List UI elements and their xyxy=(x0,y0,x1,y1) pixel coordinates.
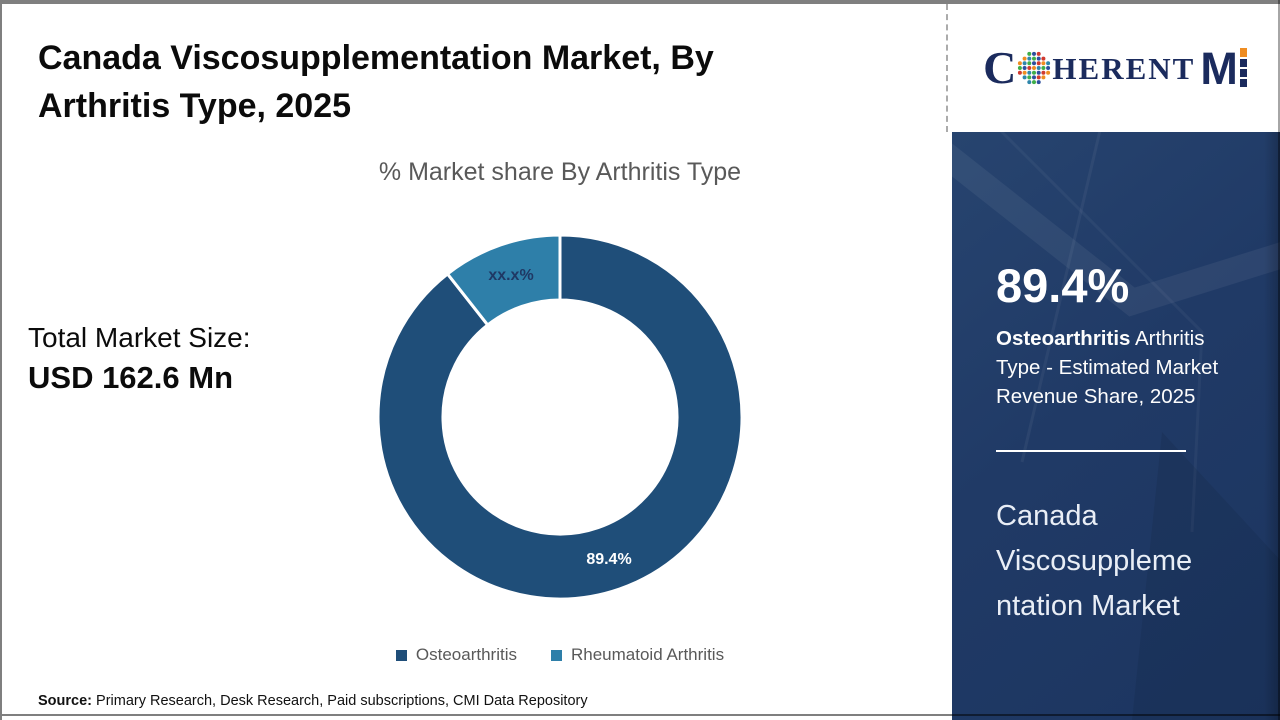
logo-letter-m: M xyxy=(1200,42,1237,94)
sidebar-market-name-line: Viscosuppleme xyxy=(996,545,1193,577)
source-note: Source: Primary Research, Desk Research,… xyxy=(38,693,588,709)
logo-letter-c: C xyxy=(983,42,1017,93)
map-texture xyxy=(952,132,1280,720)
sidebar-stat-segment: Osteoarthritis xyxy=(996,327,1131,350)
donut-slice-osteoarthritis xyxy=(376,233,744,601)
source-text: Primary Research, Desk Research, Paid su… xyxy=(92,693,588,709)
logo-letters-herent: HERENT xyxy=(1052,50,1196,86)
sidebar-stat-rest: Arthritis Type - Estimated Market Revenu… xyxy=(996,327,1219,408)
logo-letter-i-icon xyxy=(1239,48,1247,87)
highlight-sidebar: 89.4% Osteoarthritis Arthritis Type - Es… xyxy=(952,132,1280,720)
chart-title: % Market share By Arthritis Type xyxy=(378,158,742,186)
donut-slice-label: 89.4% xyxy=(586,551,631,568)
legend-item-osteoarthritis: Osteoarthritis xyxy=(395,645,517,665)
bottom-rule xyxy=(0,714,1280,716)
donut-chart-svg: 89.4% xx.x% xyxy=(376,233,744,601)
sidebar-market-name-line: Canada xyxy=(996,500,1098,532)
coherentmi-logo: C HERENT M xyxy=(983,45,1247,91)
donut-slice-rheumatoid-arthritis xyxy=(445,233,562,328)
sidebar-market-name-line: ntation Market xyxy=(996,590,1180,622)
sidebar-market-name: Canada Viscosuppleme ntation Market xyxy=(996,494,1192,629)
legend-label: Rheumatoid Arthritis xyxy=(571,645,725,664)
legend-item-rheumatoid-arthritis: Rheumatoid Arthritis xyxy=(551,645,724,665)
page-title: Canada Viscosupplementation Market, By A… xyxy=(38,39,714,126)
sidebar-stat-value: 89.4% xyxy=(996,259,1130,312)
globe-dots-icon xyxy=(1018,51,1051,85)
chart-legend: Osteoarthritis Rheumatoid Arthritis xyxy=(184,645,936,665)
sidebar-stat-description: Osteoarthritis Arthritis Type - Estimate… xyxy=(996,324,1248,411)
frame-border-right xyxy=(1278,0,1280,720)
total-market-label: Total Market Size: xyxy=(28,322,251,353)
donut-slice-label: xx.x% xyxy=(488,267,533,284)
frame-border-top xyxy=(0,0,1280,4)
sidebar-divider xyxy=(996,450,1186,452)
legend-swatch xyxy=(395,649,407,661)
donut-chart: 89.4% xx.x% xyxy=(368,225,752,609)
total-market-block: Total Market Size: USD 162.6 Mn xyxy=(28,322,251,396)
source-label: Source: xyxy=(38,693,92,709)
total-market-value: USD 162.6 Mn xyxy=(28,360,234,395)
dashed-divider xyxy=(946,4,948,132)
frame-border-left xyxy=(0,0,2,720)
logo-panel: C HERENT M xyxy=(950,4,1280,132)
sidebar-edge-shade xyxy=(1264,132,1280,720)
legend-label: Osteoarthritis xyxy=(415,645,517,664)
legend-swatch xyxy=(551,649,562,661)
